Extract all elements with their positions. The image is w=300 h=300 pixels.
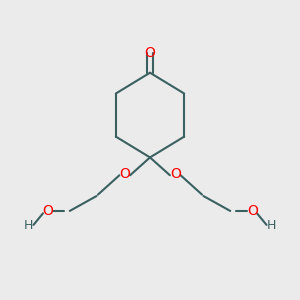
Text: O: O (145, 46, 155, 60)
Text: H: H (267, 219, 277, 232)
Text: O: O (170, 167, 181, 181)
Text: O: O (247, 204, 258, 218)
Text: O: O (119, 167, 130, 181)
Text: O: O (42, 204, 53, 218)
Text: H: H (23, 219, 33, 232)
